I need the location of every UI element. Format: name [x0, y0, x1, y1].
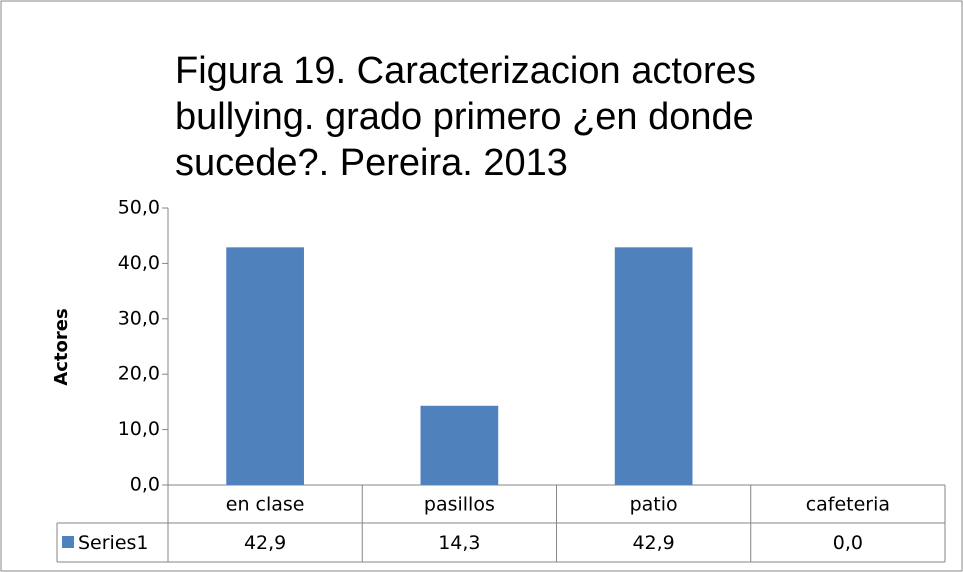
x-tick-label: pasillos: [424, 494, 495, 516]
y-axis-label: Actores: [51, 308, 72, 385]
bar: [226, 247, 304, 485]
chart-title: Figura 19. Caracterizacion actores bully…: [175, 50, 756, 184]
table-value: 42,9: [632, 532, 674, 554]
table-value: 0,0: [833, 532, 863, 554]
y-tick-label: 20,0: [118, 363, 160, 385]
y-tick-label: 40,0: [118, 252, 160, 274]
y-tick-label: 0,0: [130, 474, 160, 496]
y-tick-label: 10,0: [118, 418, 160, 440]
legend-label: Series1: [78, 532, 149, 554]
bar: [420, 405, 499, 485]
table-value: 42,9: [244, 532, 286, 554]
y-tick-label: 50,0: [118, 197, 160, 219]
table-value: 14,3: [438, 532, 480, 554]
bar: [614, 247, 693, 485]
y-tick-label: 30,0: [118, 307, 160, 329]
x-tick-label: en clase: [226, 494, 305, 516]
x-tick-label: cafeteria: [806, 494, 890, 516]
x-tick-label: patio: [630, 494, 678, 516]
legend-swatch: [62, 536, 74, 548]
